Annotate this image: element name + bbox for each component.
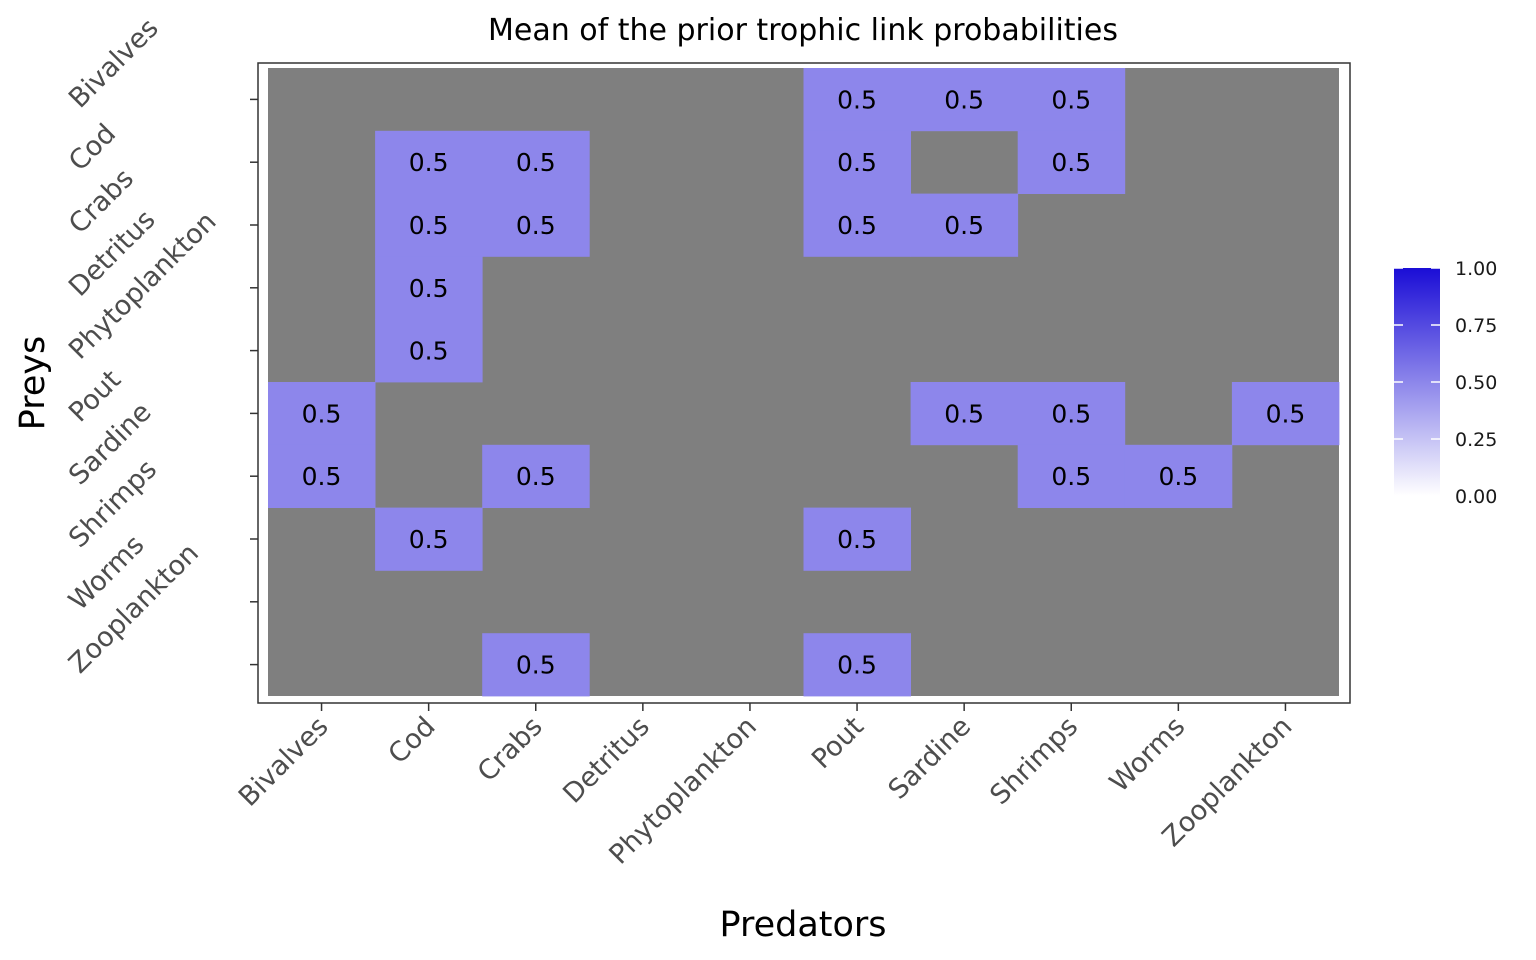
heatmap-cell [482, 444, 590, 508]
chart-title: Mean of the prior trophic link probabili… [488, 13, 1118, 48]
heatmap-cell [1017, 130, 1126, 194]
heatmap-cell-label: 0.5 [302, 462, 342, 491]
heatmap-cell [910, 193, 1019, 257]
heatmap-cell-label: 0.5 [409, 274, 449, 303]
legend-tick-label: 0.75 [1455, 315, 1497, 337]
heatmap-cell [910, 382, 1019, 446]
heatmap-cell-label: 0.5 [944, 211, 984, 240]
heatmap-cell [1017, 444, 1126, 508]
legend-tick-label: 0.00 [1455, 486, 1497, 508]
heatmap-cell [375, 319, 483, 383]
heatmap-cell-label: 0.5 [516, 211, 556, 240]
heatmap-cell [1017, 382, 1126, 446]
heatmap-cell-labels: 0.5 0.5 0.5 0.5 0.5 0.5 0.5 0.5 0.5 0.5 0.5 0.5 0.5 0… [302, 85, 1306, 679]
heatmap-cell-label: 0.5 [409, 148, 449, 177]
x-axis-tick-label: Cod [383, 711, 442, 770]
x-axis-tick-label: Crabs [472, 711, 549, 788]
heatmap-cell [482, 633, 590, 697]
heatmap-cell [375, 130, 483, 194]
x-axis-tick-label: Sardine [883, 711, 978, 806]
color-legend: 0.00 0.25 0.50 0.75 1.00 [1394, 258, 1497, 508]
legend-tick-label: 0.25 [1455, 429, 1497, 451]
legend-tick-label: 0.50 [1455, 372, 1497, 394]
heatmap-cell [268, 382, 376, 446]
heatmap-cell-label: 0.5 [1158, 462, 1198, 491]
x-axis-tick-label: Pout [806, 711, 870, 775]
heatmap-cell [1017, 68, 1126, 132]
heatmap-cell [1124, 444, 1233, 508]
heatmap-cell-label: 0.5 [837, 85, 877, 114]
heatmap-cell-label: 0.5 [302, 399, 342, 428]
x-axis-tick-label: Shrimps [984, 711, 1084, 811]
heatmap-cells [268, 68, 1340, 697]
heatmap-cell [482, 193, 590, 257]
heatmap-cell [375, 256, 483, 320]
y-axis-title: Preys [13, 336, 53, 431]
heatmap-cell-label: 0.5 [1051, 148, 1091, 177]
x-axis-tick-label: Detritus [557, 711, 656, 810]
heatmap-cell-label: 0.5 [516, 148, 556, 177]
x-axis-tick-label: Worms [1104, 711, 1191, 798]
heatmap-cell [803, 633, 911, 697]
heatmap-cell-label: 0.5 [409, 337, 449, 366]
x-axis-tick-label: Bivalves [233, 711, 335, 813]
heatmap-cell [803, 193, 911, 257]
y-axis: BivalvesCodCrabsDetritusPhytoplanktonPou… [63, 13, 258, 680]
heatmap-cell-label: 0.5 [944, 399, 984, 428]
heatmap-cell-label: 0.5 [837, 211, 877, 240]
heatmap-cell [803, 68, 911, 132]
heatmap-cell [482, 130, 590, 194]
heatmap-cell-label: 0.5 [837, 148, 877, 177]
heatmap-cell [803, 507, 911, 571]
legend-ticks: 0.00 0.25 0.50 0.75 1.00 [1394, 258, 1497, 508]
heatmap-cell-label: 0.5 [837, 525, 877, 554]
heatmap-cell [803, 130, 911, 194]
heatmap-cell-label: 0.5 [1266, 399, 1306, 428]
heatmap-cell [268, 444, 376, 508]
heatmap-cell-label: 0.5 [1051, 462, 1091, 491]
heatmap-cell-label: 0.5 [837, 651, 877, 680]
heatmap-cell [375, 193, 483, 257]
heatmap-cell-label: 0.5 [409, 525, 449, 554]
heatmap-cell-label: 0.5 [944, 85, 984, 114]
heatmap-cell-label: 0.5 [516, 651, 556, 680]
heatmap-cell [375, 507, 483, 571]
heatmap-cell-label: 0.5 [1051, 85, 1091, 114]
legend-tick-label: 1.00 [1455, 258, 1497, 280]
heatmap-cell-label: 0.5 [1051, 399, 1091, 428]
heatmap-cell-label: 0.5 [409, 211, 449, 240]
y-axis-tick-label: Bivalves [63, 13, 165, 115]
heatmap-cell [1231, 382, 1340, 446]
x-axis-title: Predators [719, 905, 886, 945]
heatmap-cell [910, 68, 1019, 132]
heatmap-cell-label: 0.5 [516, 462, 556, 491]
